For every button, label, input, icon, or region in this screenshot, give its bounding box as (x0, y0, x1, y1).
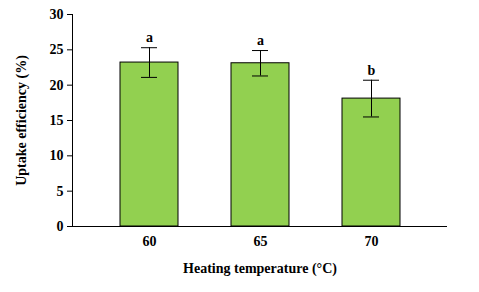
svg-text:15: 15 (50, 113, 64, 128)
svg-text:a: a (146, 30, 153, 45)
svg-text:25: 25 (50, 42, 64, 57)
svg-text:20: 20 (50, 78, 64, 93)
svg-text:0: 0 (57, 219, 64, 234)
svg-text:70: 70 (365, 234, 379, 249)
svg-text:b: b (368, 63, 376, 78)
svg-text:5: 5 (57, 184, 64, 199)
svg-text:a: a (257, 33, 264, 48)
svg-text:Uptake efficiency (%): Uptake efficiency (%) (14, 55, 30, 186)
svg-text:65: 65 (254, 234, 268, 249)
svg-text:30: 30 (50, 7, 64, 22)
svg-text:60: 60 (143, 234, 157, 249)
svg-text:10: 10 (50, 148, 64, 163)
svg-text:Heating temperature (°C): Heating temperature (°C) (183, 261, 337, 277)
